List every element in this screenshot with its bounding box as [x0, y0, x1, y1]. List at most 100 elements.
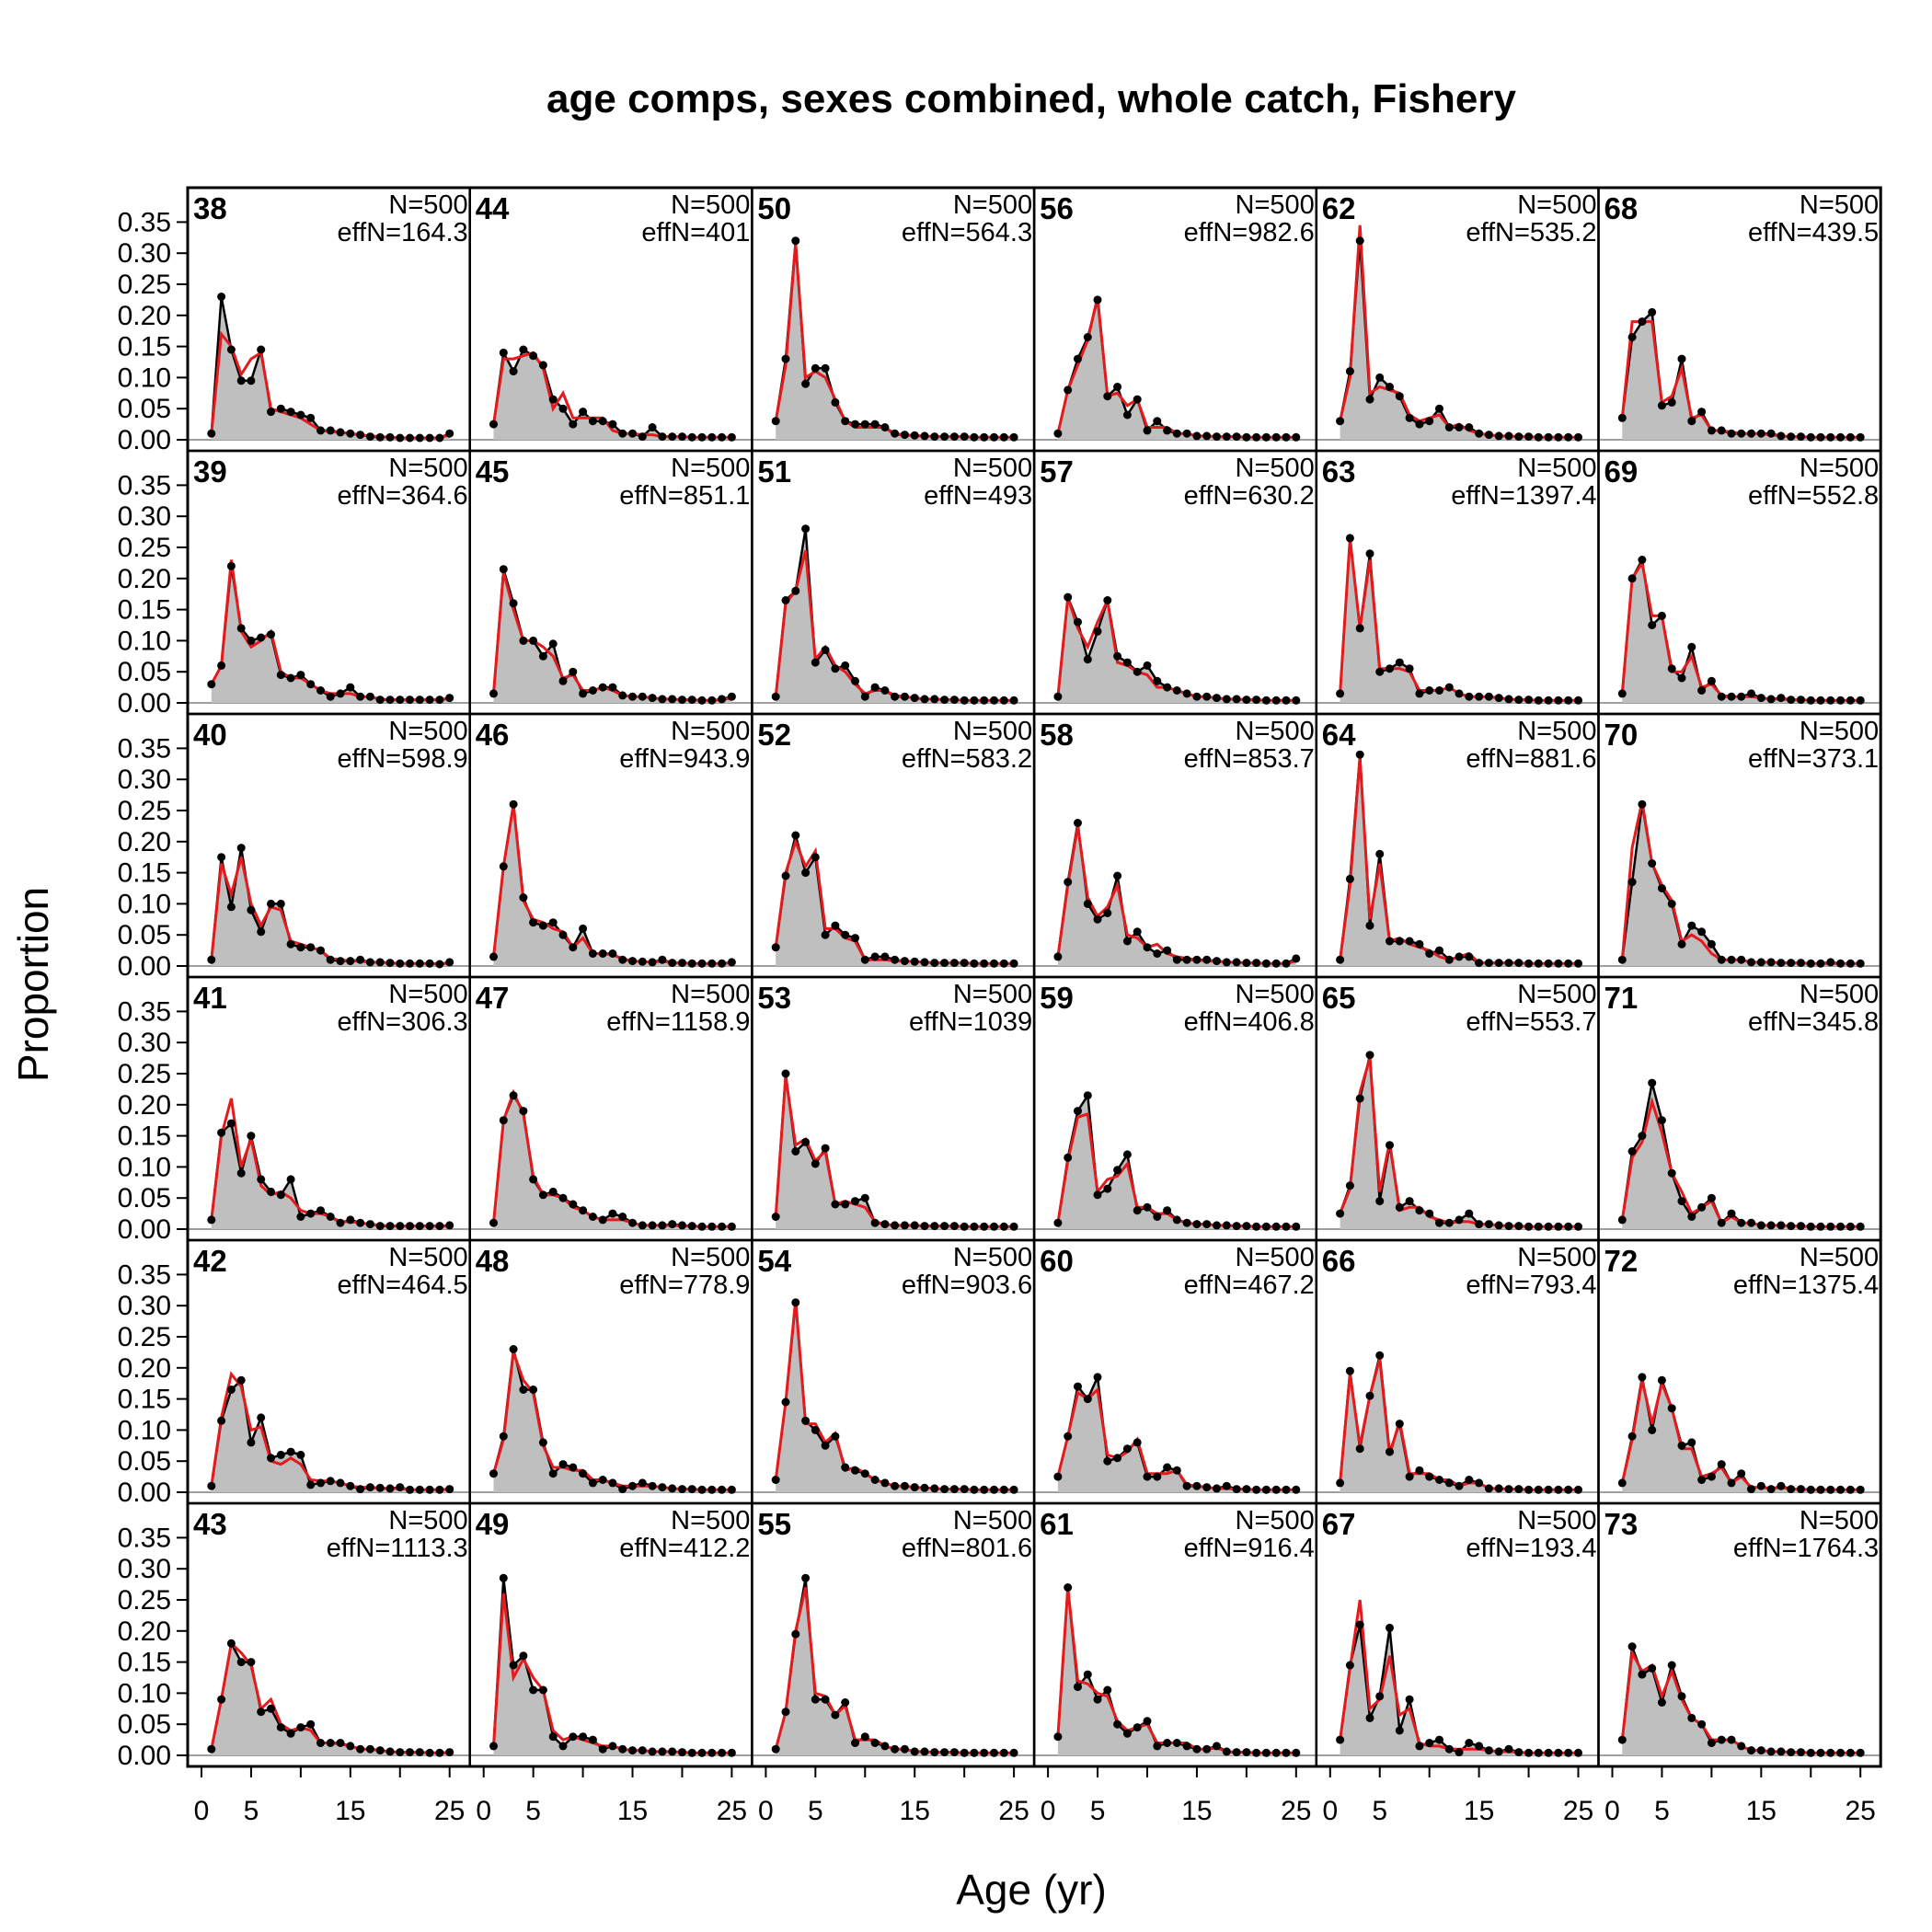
observed-point [1816, 1485, 1825, 1494]
observed-point [1252, 1748, 1261, 1757]
observed-point [930, 1484, 939, 1493]
observed-point [900, 957, 909, 966]
observed-point [1638, 799, 1647, 809]
observed-point [1806, 696, 1815, 705]
panel-effn-label: effN=552.8 [1748, 481, 1879, 511]
observed-point [960, 959, 969, 968]
observed-point [1232, 958, 1241, 967]
observed-point [1787, 959, 1796, 968]
observed-point [618, 1485, 627, 1494]
observed-point [727, 1748, 736, 1757]
observed-point [306, 680, 316, 689]
panel-effn-label: effN=373.1 [1748, 744, 1879, 774]
observed-point [1213, 1221, 1221, 1230]
observed-point [1425, 1209, 1434, 1218]
observed-point [1292, 1748, 1301, 1757]
observed-point [276, 671, 285, 680]
observed-point [697, 1748, 707, 1757]
y-tick-label: 0.05 [118, 657, 171, 687]
observed-point [1707, 939, 1716, 949]
observed-point [1747, 429, 1755, 438]
observed-point [618, 429, 627, 438]
observed-area [211, 1123, 450, 1229]
observed-point [718, 695, 727, 704]
observed-point [1242, 1485, 1251, 1494]
observed-point [1074, 819, 1082, 827]
observed-point [1365, 395, 1374, 404]
panel-effn-label: effN=467.2 [1184, 1271, 1315, 1300]
observed-point [1766, 1747, 1776, 1756]
observed-point [870, 683, 880, 692]
observed-point [406, 433, 414, 443]
observed-point [628, 429, 637, 438]
observed-point [949, 1485, 959, 1494]
observed-point [1544, 1222, 1553, 1231]
observed-point [707, 696, 717, 705]
panel-n-label: N=500 [1517, 717, 1596, 746]
observed-point [1122, 1444, 1132, 1454]
observed-point [1435, 946, 1443, 955]
y-tick-label: 0.20 [118, 1353, 171, 1384]
observed-point [970, 432, 979, 442]
observed-point [569, 667, 578, 676]
observed-point [1355, 1620, 1364, 1629]
observed-point [1787, 432, 1796, 442]
observed-area [1340, 1625, 1579, 1755]
observed-point [1677, 939, 1686, 949]
observed-point [648, 1481, 657, 1490]
observed-point [1172, 1739, 1181, 1747]
observed-point [1657, 1375, 1666, 1385]
observed-point [1202, 955, 1212, 964]
observed-point [1182, 1218, 1191, 1227]
observed-point [1494, 431, 1503, 441]
panel-effn-label: effN=1113.3 [327, 1534, 468, 1563]
observed-point [1192, 955, 1202, 964]
observed-point [801, 1137, 811, 1146]
observed-point [1345, 1661, 1354, 1670]
observed-point [1856, 1222, 1865, 1231]
observed-point [990, 696, 998, 705]
panel-year-label: 44 [476, 191, 510, 225]
observed-point [425, 959, 434, 968]
observed-point [1455, 1481, 1464, 1490]
observed-point [1074, 1107, 1082, 1116]
panel-effn-label: effN=598.9 [338, 744, 468, 774]
observed-point [425, 696, 434, 705]
observed-point [638, 1221, 647, 1230]
observed-point [1475, 1742, 1484, 1751]
observed-point [1355, 624, 1364, 633]
observed-point [821, 1441, 830, 1450]
panel-n-label: N=500 [671, 190, 750, 220]
observed-point [435, 960, 444, 969]
observed-point [1564, 959, 1573, 968]
observed-point [445, 958, 454, 967]
observed-point [435, 1748, 444, 1757]
observed-point [1053, 1472, 1063, 1481]
observed-point [718, 432, 727, 442]
observed-area [493, 1578, 732, 1755]
observed-point [1787, 1485, 1796, 1494]
observed-point [1222, 1221, 1231, 1230]
observed-point [385, 1222, 395, 1231]
observed-point [1766, 1221, 1776, 1230]
observed-point [257, 345, 266, 354]
observed-point [821, 646, 830, 654]
y-tick-label: 0.00 [118, 1478, 171, 1508]
panel-year-label: 41 [193, 981, 227, 1015]
observed-point [1405, 1695, 1414, 1704]
observed-point [217, 1695, 226, 1704]
observed-point [1717, 692, 1726, 701]
x-tick-label: 25 [434, 1796, 465, 1826]
observed-point [1747, 689, 1755, 698]
observed-point [1143, 661, 1152, 670]
observed-point [960, 1222, 969, 1231]
observed-point [791, 236, 800, 246]
observed-point [1797, 1748, 1805, 1757]
observed-point [296, 671, 305, 680]
observed-point [1697, 1202, 1707, 1212]
